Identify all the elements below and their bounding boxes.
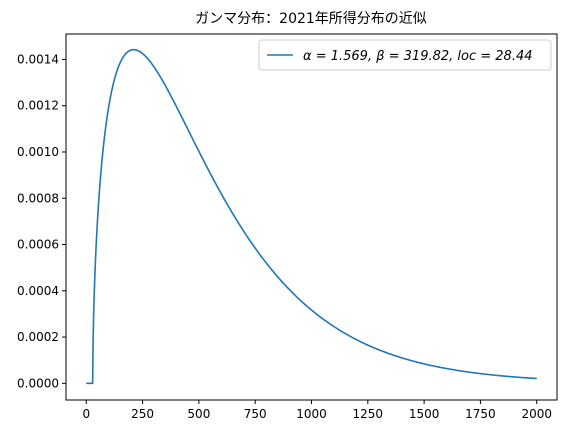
x-tick-label: 1000 [296, 407, 327, 421]
legend-label: α = 1.569, β = 319.82, loc = 28.44 [303, 49, 533, 64]
x-tick-label: 1750 [465, 407, 496, 421]
x-tick-label: 0 [82, 407, 90, 421]
y-tick-label: 0.0008 [17, 191, 59, 205]
legend: α = 1.569, β = 319.82, loc = 28.44 [258, 39, 552, 71]
y-tick-label: 0.0006 [17, 238, 59, 252]
x-tick-label: 750 [244, 407, 267, 421]
legend-box [258, 39, 552, 71]
x-tick-label: 1500 [409, 407, 440, 421]
y-tick-label: 0.0004 [17, 284, 59, 298]
x-tick-label: 250 [131, 407, 154, 421]
y-tick-label: 0.0010 [17, 145, 59, 159]
y-tick-label: 0.0002 [17, 330, 59, 344]
y-tick-label: 0.0014 [17, 52, 59, 66]
y-tick-label: 0.0000 [17, 376, 59, 390]
y-axis: 0.0000 0.0002 0.0004 0.0006 0.0008 0.0010 0.00… [17, 52, 66, 390]
chart-title: ガンマ分布：2021年所得分布の近似 [195, 10, 427, 27]
x-axis: 0 250 500 750 1000 1250 1500 1750 2000 [82, 400, 552, 421]
x-tick-label: 1250 [353, 407, 384, 421]
series-layer [86, 48, 537, 385]
series-line-0 [86, 48, 537, 385]
x-tick-label: 500 [187, 407, 210, 421]
y-tick-label: 0.0012 [17, 99, 59, 113]
x-tick-label: 2000 [521, 407, 552, 421]
plot-area [65, 33, 558, 401]
